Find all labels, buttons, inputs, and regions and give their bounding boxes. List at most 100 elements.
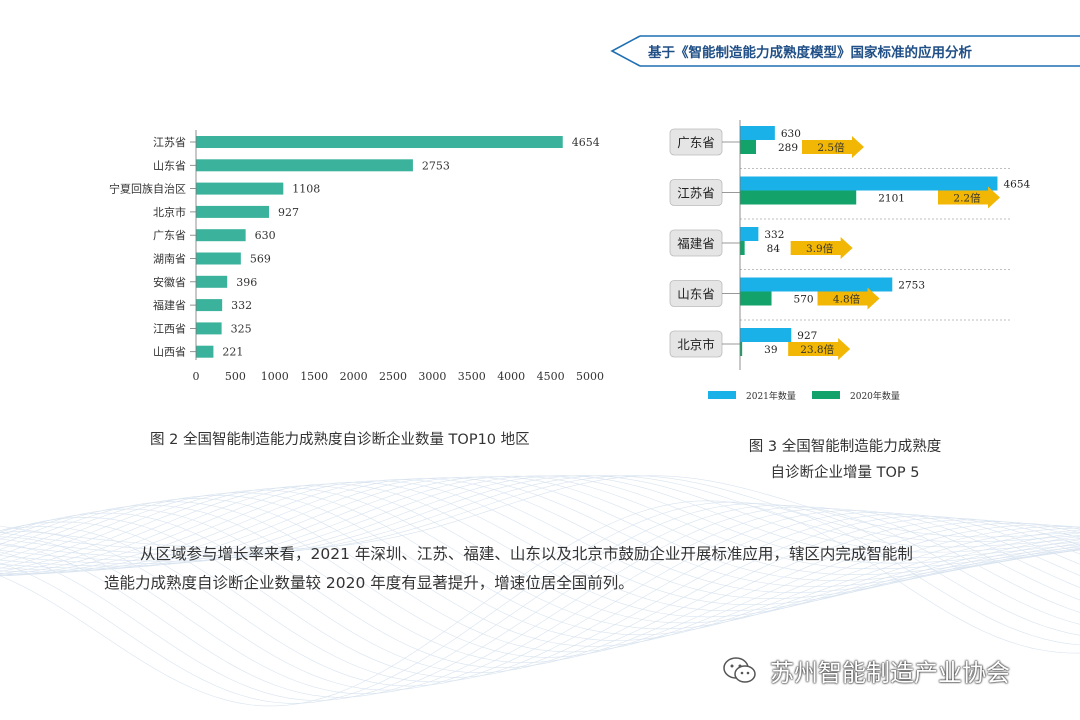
wave-line [0, 480, 1080, 605]
fig2-category-label: 北京市 [153, 205, 186, 219]
watermark: 苏州智能制造产业协会 [720, 650, 1010, 690]
wave-line [0, 511, 1080, 683]
fig2-xtick-label: 5000 [576, 370, 604, 383]
fig2-bar [196, 182, 284, 195]
wave-line [0, 501, 1080, 704]
left-arrow-icon [610, 35, 641, 67]
fig2-value-label: 332 [231, 299, 252, 312]
fig3-category-label: 福建省 [677, 236, 715, 251]
wave-line [0, 476, 1080, 576]
fig2-xtick-label: 4500 [537, 370, 565, 383]
fig3-legend-label: 2021年数量 [746, 390, 796, 402]
wave-line [0, 487, 1080, 630]
fig3-value-2021: 2753 [898, 280, 925, 292]
fig2-xtick-label: 0 [193, 370, 200, 383]
fig2-category-label: 山西省 [153, 346, 186, 359]
fig3-bar-2021 [740, 176, 998, 191]
wave-line [0, 492, 1080, 641]
fig3-bar-2021 [740, 126, 775, 140]
fig3-growth-arrow [801, 136, 864, 158]
banner-title: 基于《智能制造能力成熟度模型》国家标准的应用分析 [648, 45, 972, 61]
fig2-xtick-label: 500 [225, 370, 246, 383]
fig2-value-label: 569 [250, 253, 271, 266]
fig3-growth-label: 4.8倍 [833, 293, 861, 306]
wave-line [0, 475, 1080, 562]
wave-line [0, 498, 1080, 653]
figure3-caption: 图 3 全国智能制造能力成熟度 自诊断企业增量 TOP 5 [700, 434, 990, 486]
wave-line [0, 485, 1080, 624]
fig3-growth-arrow [817, 287, 880, 310]
header-banner [610, 35, 1080, 67]
fig2-bar [196, 322, 222, 335]
fig3-bar-2020 [740, 140, 756, 154]
fig3-category-label: 北京市 [677, 337, 715, 352]
fig2-value-label: 325 [231, 322, 252, 335]
fig2-category-label: 江苏省 [153, 136, 186, 149]
fig2-xtick-label: 2500 [379, 370, 407, 383]
fig2-value-label: 396 [236, 276, 257, 289]
fig2-bar [196, 205, 270, 218]
fig3-legend-label: 2020年数量 [850, 390, 900, 402]
fig2-value-label: 630 [255, 229, 276, 242]
wechat-icon [723, 657, 756, 683]
wave-line [0, 506, 1080, 695]
fig2-xtick-label: 3500 [458, 370, 486, 383]
body-paragraph: 从区域参与增长率来看，2021 年深圳、江苏、福建、山东以及北京市鼓励企业开展标… [104, 540, 1009, 598]
fig3-value-2020: 2101 [878, 193, 905, 205]
fig2-value-label: 221 [222, 346, 243, 359]
fig2-category-label: 宁夏回族自治区 [109, 182, 186, 196]
fig2-bar [196, 136, 563, 148]
fig3-bar-2021 [740, 277, 893, 292]
wave-line [0, 479, 1080, 600]
fig3-value-2021: 332 [764, 229, 784, 241]
fig2-value-label: 2753 [422, 159, 450, 172]
fig2-category-label: 广东省 [153, 229, 186, 242]
fig2-category-label: 福建省 [153, 298, 186, 312]
fig2-bar [196, 299, 223, 312]
wave-line [0, 512, 1080, 674]
wave-line [0, 510, 1080, 687]
figures-canvas: 江苏省 4654 山东省 2753 宁夏回族自治区 1108 北京市 927 广东省 630 湖南省… [109, 120, 1030, 402]
wave-line [0, 501, 1080, 658]
fig3-value-2020: 289 [778, 142, 798, 154]
fig2-category-label: 山东省 [153, 159, 186, 172]
figure3-caption-line2: 自诊断企业增量 TOP 5 [770, 465, 920, 481]
fig3-bar-2020 [740, 190, 857, 205]
wave-line [0, 500, 1080, 707]
fig3-value-2021: 630 [781, 128, 801, 140]
fig3-bar-2020 [740, 291, 772, 306]
fig3-growth-label: 3.9倍 [806, 242, 834, 255]
paragraph-line1: 从区域参与增长率来看，2021 年深圳、江苏、福建、山东以及北京市鼓励企业开展标… [140, 545, 913, 563]
watermark-text: 苏州智能制造产业协会 [770, 658, 1010, 687]
wave-line [0, 475, 1080, 559]
fig2-value-label: 1108 [292, 183, 320, 196]
fig3-value-2021: 927 [797, 330, 817, 342]
fig2-bar [196, 345, 214, 358]
fig2-bar [196, 275, 228, 288]
fig2-category-label: 安徽省 [153, 275, 186, 289]
wave-line [0, 475, 1080, 556]
fig3-growth-arrow [790, 237, 853, 259]
fig3-growth-label: 23.8倍 [800, 343, 834, 356]
fig3-legend-swatch [708, 391, 736, 399]
fig3-growth-label: 2.2倍 [953, 192, 981, 205]
figure2-chart: 江苏省 4654 山东省 2753 宁夏回族自治区 1108 北京市 927 广东省 630 湖南省… [109, 130, 604, 383]
fig2-xtick-label: 1000 [261, 370, 289, 383]
fig2-bar [196, 252, 241, 265]
fig3-value-2021: 4654 [1003, 179, 1030, 191]
fig3-bar-2021 [740, 328, 792, 342]
fig3-growth-label: 2.5倍 [817, 141, 845, 154]
fig3-bar-2021 [740, 227, 759, 241]
fig2-value-label: 4654 [572, 136, 600, 149]
figure3-caption-line1: 图 3 全国智能制造能力成熟度 [748, 439, 942, 455]
wave-line [0, 508, 1080, 669]
wave-line [0, 478, 1080, 593]
fig2-bar [196, 159, 413, 172]
wave-line [0, 482, 1080, 612]
wave-line [0, 513, 1080, 678]
fig2-bar [196, 229, 246, 242]
fig3-bar-2020 [740, 241, 745, 255]
wave-line [0, 503, 1080, 701]
